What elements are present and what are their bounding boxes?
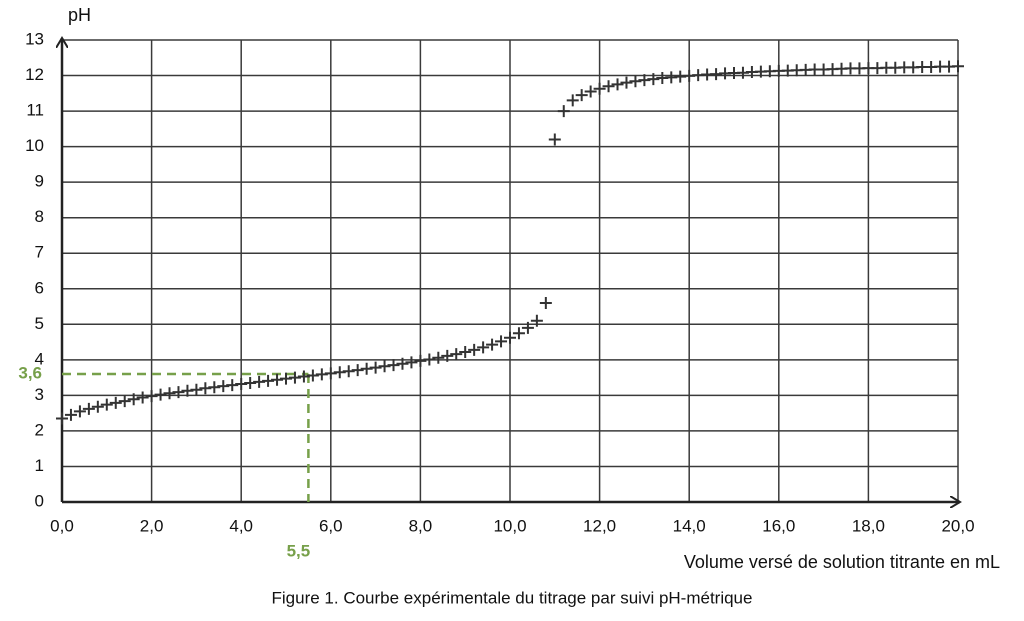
data-point (521, 321, 534, 334)
data-point (91, 400, 104, 413)
data-point (557, 105, 570, 118)
data-point (575, 89, 588, 102)
data-point (405, 356, 418, 369)
data-point (333, 366, 346, 379)
data-point (315, 368, 328, 381)
y-tick-label: 13 (25, 29, 44, 48)
data-point (244, 376, 257, 389)
data-point (360, 362, 373, 375)
data-point (82, 402, 95, 415)
x-tick-label: 8,0 (409, 516, 433, 535)
data-point (351, 364, 364, 377)
data-point (450, 348, 463, 361)
data-point (647, 73, 660, 86)
data-point (378, 360, 391, 373)
data-point (181, 384, 194, 397)
x-tick-label: 10,0 (493, 516, 526, 535)
y-tick-label: 11 (26, 101, 44, 120)
data-point (226, 379, 239, 392)
x-tick-label: 20,0 (941, 516, 974, 535)
data-point (432, 351, 445, 364)
y-tick-label: 5 (35, 314, 44, 333)
data-point (611, 78, 624, 91)
data-point (217, 380, 230, 393)
data-point (369, 361, 382, 374)
data-point (566, 94, 579, 107)
x-tick-label: 12,0 (583, 516, 616, 535)
data-point (190, 383, 203, 396)
data-point (504, 331, 516, 344)
data-point (172, 386, 185, 399)
data-point (620, 76, 633, 89)
x-axis-label: Volume versé de solution titrante en mL (684, 552, 1000, 572)
x-tick-label: 4,0 (229, 516, 253, 535)
data-point (441, 349, 454, 362)
data-point (629, 75, 642, 88)
y-tick-label: 2 (35, 420, 44, 439)
data-point (109, 396, 122, 409)
data-point (145, 390, 158, 403)
data-point (136, 391, 149, 404)
data-point (593, 82, 606, 95)
data-point (459, 346, 472, 359)
x-tick-label: 0,0 (50, 516, 74, 535)
y-tick-label: 4 (35, 349, 44, 368)
y-tick-label: 6 (35, 278, 44, 297)
data-point (208, 381, 221, 394)
data-point (73, 405, 86, 418)
data-point (235, 378, 248, 391)
data-point (396, 357, 409, 370)
x-tick-label: 6,0 (319, 516, 343, 535)
data-point (468, 343, 481, 356)
y-tick-label: 1 (35, 456, 44, 475)
data-point (127, 393, 140, 406)
y-tick-label: 10 (25, 136, 44, 155)
y-tick-label: 8 (35, 207, 44, 226)
data-point (199, 382, 212, 395)
data-point (297, 370, 310, 383)
guide-y-label: 3,6 (18, 364, 42, 383)
data-point (324, 367, 337, 380)
data-point (952, 60, 964, 73)
data-point (638, 74, 651, 87)
x-tick-label: 16,0 (762, 516, 795, 535)
y-tick-label: 9 (35, 172, 44, 191)
data-point (387, 359, 400, 372)
data-point (306, 369, 319, 382)
data-point (271, 373, 284, 386)
data-point (548, 133, 561, 146)
y-axis-label: pH (68, 5, 91, 25)
data-point (118, 395, 131, 408)
data-point (486, 338, 499, 351)
chart-title: Figure 1. Courbe expérimentale du titrag… (272, 588, 753, 607)
y-tick-label: 3 (35, 385, 44, 404)
data-point (512, 327, 525, 340)
x-tick-label: 18,0 (852, 516, 885, 535)
data-point (584, 85, 597, 98)
data-point (602, 80, 615, 93)
data-point (100, 398, 113, 411)
guide-x-label: 5,5 (287, 541, 311, 560)
data-point (288, 371, 301, 384)
x-tick-label: 14,0 (673, 516, 706, 535)
data-point (253, 375, 266, 388)
data-point (495, 335, 508, 348)
data-point (423, 353, 436, 366)
data-point (414, 354, 427, 367)
data-point (280, 372, 292, 385)
x-tick-label: 2,0 (140, 516, 164, 535)
data-point (539, 296, 552, 309)
data-point (56, 412, 68, 425)
data-point (64, 408, 77, 421)
data-point (342, 365, 355, 378)
data-point (262, 374, 275, 387)
data-point (163, 387, 176, 400)
y-tick-label: 7 (35, 243, 44, 262)
y-tick-label: 0 (35, 491, 44, 510)
y-tick-label: 12 (25, 65, 44, 84)
data-point (154, 388, 167, 401)
data-point (477, 341, 490, 354)
data-point (530, 314, 543, 327)
